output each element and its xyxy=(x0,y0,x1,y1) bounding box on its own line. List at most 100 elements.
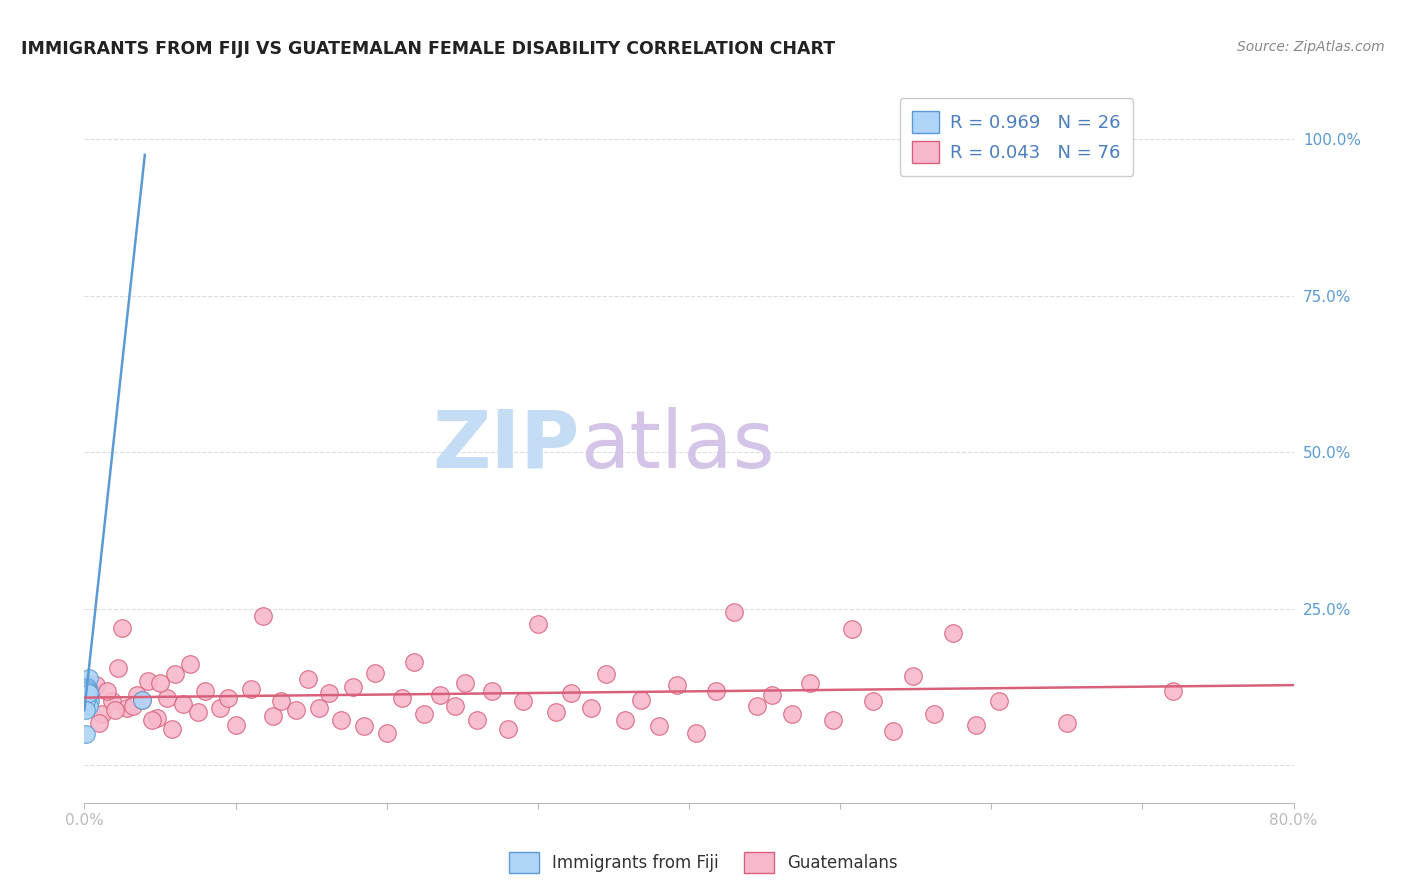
Point xyxy=(841,622,863,636)
Point xyxy=(75,686,97,700)
Point xyxy=(630,692,652,706)
Point xyxy=(402,655,425,669)
Point xyxy=(799,675,821,690)
Text: IMMIGRANTS FROM FIJI VS GUATEMALAN FEMALE DISABILITY CORRELATION CHART: IMMIGRANTS FROM FIJI VS GUATEMALAN FEMAL… xyxy=(21,40,835,58)
Point xyxy=(723,605,745,619)
Point xyxy=(225,717,247,731)
Point xyxy=(127,688,149,702)
Point xyxy=(375,725,398,739)
Point xyxy=(942,625,965,640)
Point xyxy=(579,700,602,714)
Point xyxy=(141,713,163,727)
Point xyxy=(297,672,319,686)
Point xyxy=(75,691,97,706)
Point xyxy=(111,621,134,635)
Point xyxy=(77,686,100,700)
Point xyxy=(76,696,98,710)
Point xyxy=(527,617,550,632)
Point xyxy=(104,703,127,717)
Point xyxy=(342,680,364,694)
Point xyxy=(115,700,138,714)
Point xyxy=(987,694,1010,708)
Point xyxy=(76,697,98,711)
Point xyxy=(160,722,183,736)
Point xyxy=(745,698,768,713)
Point xyxy=(121,698,143,713)
Point xyxy=(901,669,924,683)
Point xyxy=(77,698,100,713)
Point xyxy=(780,706,803,721)
Point xyxy=(704,684,727,698)
Point xyxy=(77,685,100,699)
Point xyxy=(481,684,503,698)
Point xyxy=(179,657,201,671)
Point xyxy=(429,688,451,702)
Point xyxy=(308,700,330,714)
Point xyxy=(821,713,844,727)
Point xyxy=(648,719,671,733)
Point xyxy=(75,690,97,704)
Point xyxy=(91,706,114,721)
Point xyxy=(285,703,308,717)
Point xyxy=(614,713,637,727)
Point xyxy=(131,692,153,706)
Point xyxy=(75,727,97,741)
Point xyxy=(467,713,489,727)
Point xyxy=(77,690,100,705)
Point xyxy=(75,684,97,698)
Point xyxy=(862,694,884,708)
Point xyxy=(1161,684,1184,698)
Point xyxy=(496,722,519,736)
Text: Source: ZipAtlas.com: Source: ZipAtlas.com xyxy=(1237,40,1385,54)
Point xyxy=(262,709,284,723)
Point xyxy=(76,680,98,694)
Text: ZIP: ZIP xyxy=(433,407,581,485)
Point xyxy=(512,694,534,708)
Point xyxy=(77,688,100,702)
Point xyxy=(882,723,904,738)
Point xyxy=(1056,715,1078,730)
Point xyxy=(75,694,97,708)
Point xyxy=(149,675,172,690)
Text: atlas: atlas xyxy=(581,407,775,485)
Point xyxy=(560,686,582,700)
Legend: R = 0.969   N = 26, R = 0.043   N = 76: R = 0.969 N = 26, R = 0.043 N = 76 xyxy=(900,98,1133,176)
Point xyxy=(86,678,108,692)
Legend: Immigrants from Fiji, Guatemalans: Immigrants from Fiji, Guatemalans xyxy=(502,846,904,880)
Point xyxy=(353,719,375,733)
Point xyxy=(77,683,100,698)
Point xyxy=(76,688,98,702)
Point xyxy=(454,675,477,690)
Point xyxy=(544,705,567,719)
Point xyxy=(96,684,118,698)
Point xyxy=(595,667,617,681)
Point xyxy=(165,667,187,681)
Point xyxy=(76,681,98,696)
Point xyxy=(443,698,465,713)
Point xyxy=(76,684,98,698)
Point xyxy=(665,678,688,692)
Point xyxy=(76,677,98,691)
Point xyxy=(194,684,217,698)
Point xyxy=(217,690,239,705)
Point xyxy=(330,713,353,727)
Point xyxy=(76,692,98,706)
Point xyxy=(75,703,97,717)
Point xyxy=(391,690,413,705)
Point xyxy=(252,609,274,624)
Point xyxy=(318,686,340,700)
Point xyxy=(922,706,945,721)
Point xyxy=(100,694,122,708)
Point xyxy=(363,665,385,680)
Point xyxy=(131,692,153,706)
Point xyxy=(761,688,783,702)
Point xyxy=(79,694,101,708)
Point xyxy=(239,681,262,696)
Point xyxy=(413,706,436,721)
Point xyxy=(270,694,292,708)
Point xyxy=(107,661,129,675)
Point xyxy=(77,671,100,685)
Point xyxy=(209,700,232,714)
Point xyxy=(156,690,179,705)
Point xyxy=(75,698,97,713)
